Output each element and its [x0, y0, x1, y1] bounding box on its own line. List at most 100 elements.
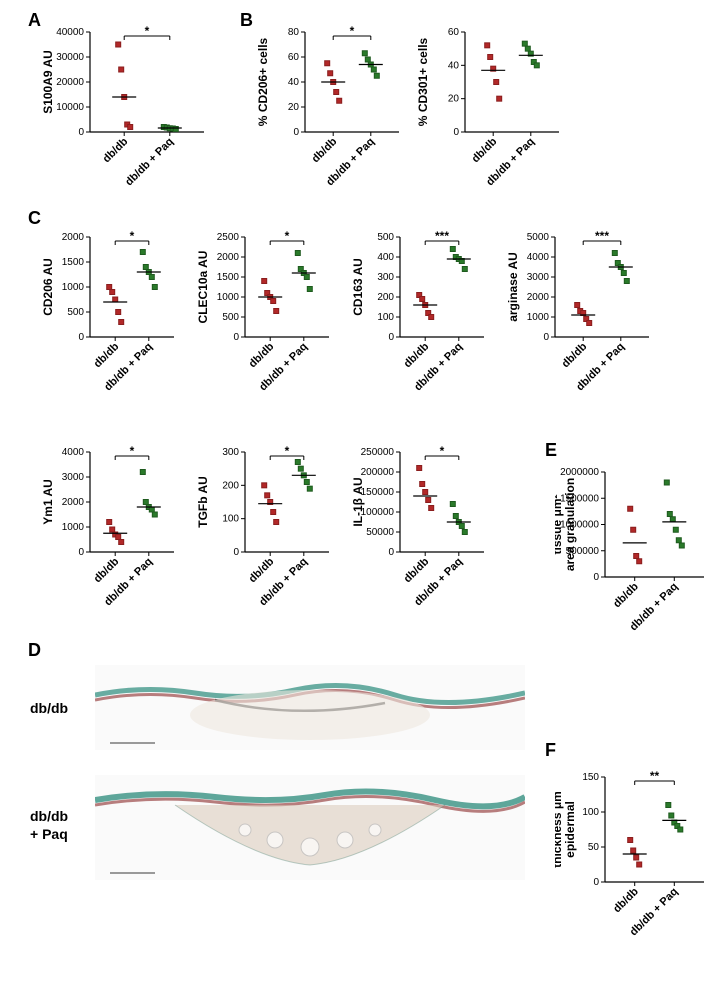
svg-text:20: 20 — [448, 94, 460, 105]
histology-label-dbdb: db/db — [30, 700, 68, 716]
svg-text:1000: 1000 — [217, 292, 240, 303]
chart-B1: 020406080% CD206+ cellsdb/dbdb/db + Paq* — [255, 20, 405, 190]
chart-C7: 0 50000 100000 150000 200000 250000 IL-1β AU db… — [350, 440, 490, 610]
svg-text:40000: 40000 — [56, 27, 84, 38]
svg-text:2000000: 2000000 — [560, 467, 599, 478]
histology-panel-dbdb — [95, 665, 525, 750]
svg-text:db/db: db/db — [402, 340, 432, 370]
svg-text:*: * — [130, 229, 135, 243]
svg-text:50000: 50000 — [366, 527, 394, 538]
svg-text:**: ** — [650, 769, 660, 783]
svg-text:***: *** — [435, 229, 449, 243]
panel-letter-b: B — [240, 10, 253, 31]
svg-text:1000: 1000 — [527, 312, 550, 323]
svg-text:2000: 2000 — [217, 252, 240, 263]
svg-text:epidermal: epidermal — [563, 801, 577, 858]
svg-text:60: 60 — [448, 27, 460, 38]
svg-text:S100A9 AU: S100A9 AU — [41, 50, 55, 114]
svg-text:10000: 10000 — [56, 102, 84, 113]
svg-text:40: 40 — [448, 60, 460, 71]
chart-E: 0500000100000015000002000000area granula… — [555, 460, 710, 635]
svg-text:40: 40 — [288, 77, 300, 88]
svg-text:2000: 2000 — [62, 232, 85, 243]
svg-text:*: * — [440, 444, 445, 458]
svg-text:arginase AU: arginase AU — [506, 252, 520, 322]
svg-text:*: * — [285, 229, 290, 243]
svg-text:5000: 5000 — [527, 232, 550, 243]
svg-text:*: * — [145, 24, 150, 38]
svg-text:0: 0 — [593, 572, 599, 583]
svg-text:db/db: db/db — [611, 885, 641, 915]
svg-text:20000: 20000 — [56, 77, 84, 88]
svg-text:% CD206+ cells: % CD206+ cells — [256, 37, 270, 126]
svg-text:0: 0 — [388, 332, 394, 343]
svg-text:1500: 1500 — [62, 257, 85, 268]
svg-text:100000: 100000 — [361, 507, 395, 518]
chart-A: 010000200003000040000S100A9 AUdb/dbdb/db… — [40, 20, 210, 190]
svg-text:db/db: db/db — [470, 135, 500, 165]
svg-text:150000: 150000 — [361, 487, 395, 498]
svg-text:db/db: db/db — [247, 340, 277, 370]
svg-text:50: 50 — [588, 842, 600, 853]
svg-text:80: 80 — [288, 27, 300, 38]
svg-text:*: * — [285, 444, 290, 458]
svg-text:100: 100 — [582, 807, 599, 818]
svg-text:db/db: db/db — [611, 580, 641, 610]
panel-letter-f: F — [545, 740, 556, 761]
chart-B2: 0204060% CD301+ cellsdb/dbdb/db + Paq — [415, 20, 565, 190]
svg-text:db/db: db/db — [101, 135, 131, 165]
svg-text:Ym1 AU: Ym1 AU — [41, 479, 55, 525]
svg-text:*: * — [130, 444, 135, 458]
svg-text:0: 0 — [78, 547, 84, 558]
svg-text:db/db: db/db — [402, 555, 432, 585]
chart-F: 050100150epidermalthickness μmdb/dbdb/db… — [555, 765, 710, 940]
svg-text:3000: 3000 — [527, 272, 550, 283]
svg-text:0: 0 — [593, 877, 599, 888]
svg-text:200: 200 — [222, 480, 239, 491]
svg-text:4000: 4000 — [62, 447, 85, 458]
svg-text:% CD301+ cells: % CD301+ cells — [416, 37, 430, 126]
svg-text:1500: 1500 — [217, 272, 240, 283]
svg-text:0: 0 — [453, 127, 459, 138]
svg-text:400: 400 — [377, 252, 394, 263]
svg-text:100: 100 — [222, 514, 239, 525]
chart-C5: 01000200030004000Ym1 AUdb/dbdb/db + Paq* — [40, 440, 180, 610]
svg-text:300: 300 — [222, 447, 239, 458]
svg-text:2500: 2500 — [217, 232, 240, 243]
svg-text:0: 0 — [233, 332, 239, 343]
svg-text:0: 0 — [388, 547, 394, 558]
chart-C3: 0100200300400500CD163 AUdb/dbdb/db + Paq… — [350, 225, 490, 395]
svg-text:db/db: db/db — [560, 340, 590, 370]
panel-letter-e: E — [545, 440, 557, 461]
histology-label-dbdb-paq-1: db/db — [30, 808, 68, 824]
svg-text:2000: 2000 — [527, 292, 550, 303]
svg-text:TGFb AU: TGFb AU — [196, 476, 210, 528]
svg-text:100: 100 — [377, 312, 394, 323]
svg-text:CD163 AU: CD163 AU — [351, 258, 365, 316]
svg-text:1000: 1000 — [62, 522, 85, 533]
svg-text:***: *** — [595, 229, 609, 243]
svg-text:500: 500 — [377, 232, 394, 243]
svg-text:150: 150 — [582, 772, 599, 783]
svg-text:250000: 250000 — [361, 447, 395, 458]
chart-C6: 0100200300TGFb AUdb/dbdb/db + Paq* — [195, 440, 335, 610]
svg-text:CLEC10a AU: CLEC10a AU — [196, 251, 210, 324]
svg-text:CD206 AU: CD206 AU — [41, 258, 55, 316]
svg-text:2000: 2000 — [62, 497, 85, 508]
svg-text:20: 20 — [288, 102, 300, 113]
chart-C4: 010002000300040005000arginase AUdb/dbdb/… — [505, 225, 655, 395]
histology-label-dbdb-paq-2: + Paq — [30, 826, 68, 842]
svg-text:4000: 4000 — [527, 252, 550, 263]
svg-text:db/db + Paq: db/db + Paq — [123, 136, 176, 189]
svg-text:area granulation: area granulation — [563, 478, 577, 571]
chart-C2: 05001000150020002500CLEC10a AUdb/dbdb/db… — [195, 225, 335, 395]
svg-text:200000: 200000 — [361, 467, 395, 478]
svg-text:0: 0 — [233, 547, 239, 558]
svg-text:0: 0 — [293, 127, 299, 138]
chart-C1: 0500100015002000CD206 AUdb/dbdb/db + Paq… — [40, 225, 180, 395]
svg-text:*: * — [350, 24, 355, 38]
svg-text:IL-1β AU: IL-1β AU — [351, 477, 365, 526]
svg-text:500: 500 — [67, 307, 84, 318]
svg-text:db/db: db/db — [92, 340, 122, 370]
svg-text:500: 500 — [222, 312, 239, 323]
